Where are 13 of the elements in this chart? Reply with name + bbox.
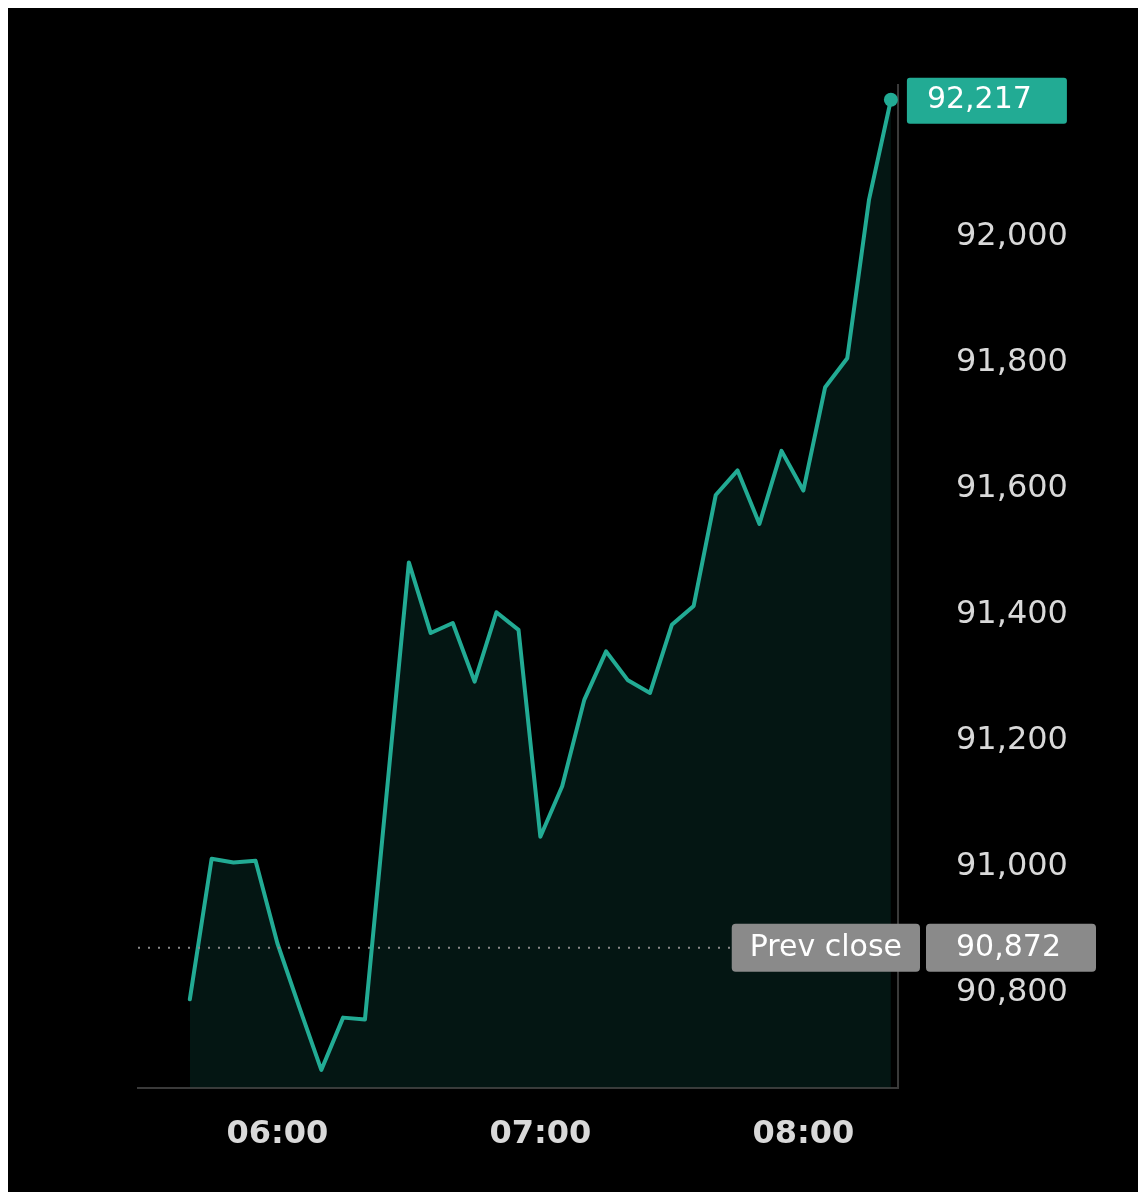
x-tick-label: 06:00	[226, 1113, 329, 1152]
text: 90,872	[956, 928, 1061, 964]
x-tick-label: 08:00	[752, 1113, 855, 1152]
y-tick-label: 90,800	[956, 971, 1068, 1010]
y-tick-label: 92,000	[956, 214, 1068, 253]
y-tick-label: 91,400	[956, 593, 1068, 632]
y-tick-label: 91,000	[956, 845, 1068, 884]
x-tick-label: 07:00	[489, 1113, 592, 1152]
data-label: 92,217	[926, 80, 1032, 116]
ref-line-label: Prev close	[749, 928, 903, 964]
y-tick-label: 91,800	[956, 340, 1068, 379]
y-tick-label: 91,200	[956, 719, 1068, 758]
y-tick-label: 91,600	[956, 466, 1068, 505]
